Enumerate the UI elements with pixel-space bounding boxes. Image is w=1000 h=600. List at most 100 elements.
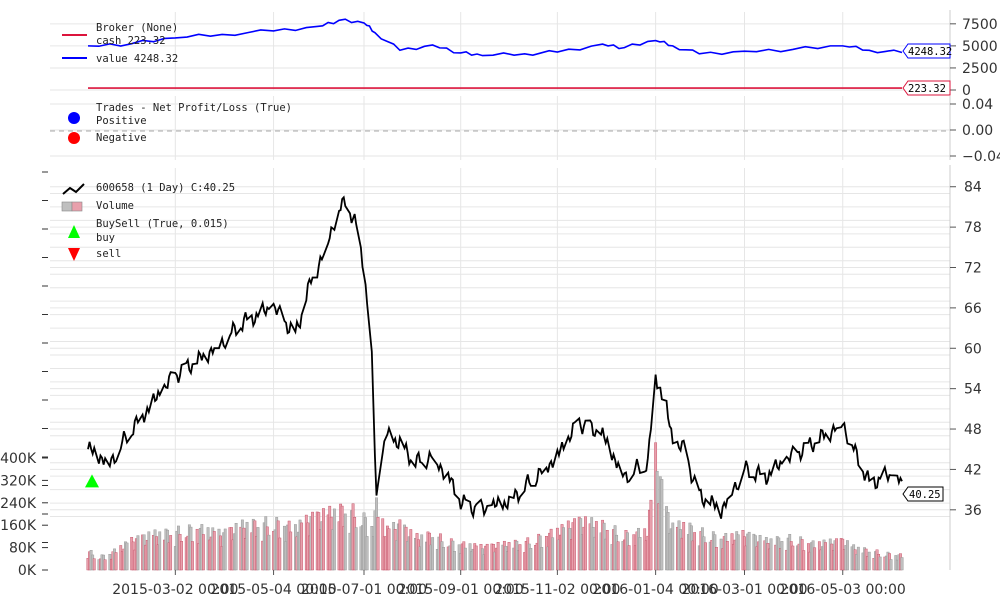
volume-bar: [747, 531, 751, 571]
broker-y-tick-label: 0: [962, 83, 971, 99]
volume-y-tick-label: 240K: [0, 496, 37, 512]
volume-bar: [682, 522, 686, 571]
broker-grid: [50, 12, 950, 91]
volume-bar: [496, 542, 500, 571]
volume-y-tick-label: 400K: [0, 451, 37, 467]
x-tick-label: 2016-03-01 00:00: [681, 582, 807, 598]
volume-bar: [758, 535, 762, 571]
broker-y-ticks: 7500 5000 2500 0: [950, 17, 998, 99]
x-tick-label: 2015-07-01 00:00: [301, 582, 427, 598]
broker-value-tag: 4248.32: [902, 43, 952, 59]
price-legend-swatch: [62, 183, 85, 195]
volume-bar: [551, 537, 555, 571]
price-last-tag: 40.25: [902, 486, 944, 502]
volume-bar: [824, 542, 827, 571]
trades-y-tick-label: −0.04: [962, 149, 1000, 165]
volume-bar: [103, 559, 107, 571]
trades-legend-title: Trades - Net Profit/Loss (True): [96, 102, 292, 114]
volume-bar: [605, 530, 609, 571]
broker-value-line: [87, 18, 903, 57]
price-y-tick-label: 42: [964, 462, 982, 478]
volume-bar: [332, 508, 336, 571]
volume-bar: [562, 527, 566, 571]
positive-legend-dot: [68, 112, 80, 124]
volume-bar: [180, 541, 183, 571]
trades-legend: Trades - Net Profit/Loss (True) Positive…: [68, 102, 292, 144]
volume-legend-swatch: [61, 201, 73, 212]
buy-legend-label: buy: [96, 232, 115, 244]
volume-bar: [169, 535, 173, 571]
volume-bar: [245, 521, 249, 571]
volume-bar: [693, 532, 697, 571]
trades-y-ticks: 0.04 0.00 −0.04: [950, 97, 1000, 165]
x-tick-label: 2016-05-03 00:00: [780, 582, 906, 598]
broker-value-tag-box: [902, 43, 951, 59]
volume-bar: [343, 513, 347, 571]
volume-y-ticks: 400K 320K 240K 160K 80K 0K: [0, 451, 48, 579]
price-legend-label: 600658 (1 Day) C:40.25: [96, 182, 235, 194]
price-legend: 600658 (1 Day) C:40.25 Volume BuySell (T…: [61, 182, 235, 261]
sell-legend-label: sell: [96, 248, 121, 260]
volume-bar: [638, 537, 642, 571]
negative-legend-dot: [68, 132, 80, 144]
volume-bar: [463, 547, 467, 571]
volume-bar: [158, 531, 162, 571]
buy-legend-marker: [68, 225, 80, 238]
volume-bar: [485, 543, 489, 571]
buysell-legend-title: BuySell (True, 0.015): [96, 218, 229, 230]
x-tick-label: 2015-11-02 00:00: [494, 582, 620, 598]
price-last-tag-box: [902, 486, 944, 502]
volume-bar: [420, 534, 424, 571]
price-y-ticks: 84 78 72 66 60 54 48 42 36: [950, 180, 982, 519]
price-y-tick-label: 54: [964, 382, 982, 398]
volume-bar: [212, 531, 216, 571]
broker-legend: Broker (None) cash 223.32 value 4248.32: [62, 22, 178, 65]
volume-bar: [223, 528, 227, 571]
broker-cash-legend-label: cash 223.32: [96, 35, 166, 47]
buy-marker: [85, 474, 99, 488]
price-y-tick-label: 84: [964, 180, 982, 196]
price-last-tag-text: 40.25: [909, 489, 941, 501]
left-minor-ticks: [42, 171, 48, 543]
volume-bar: [365, 536, 369, 571]
volume-bars: [86, 442, 904, 571]
volume-bar: [846, 540, 849, 571]
broker-cash-tag-text: 223.32: [908, 83, 946, 95]
volume-legend-swatch-2: [71, 201, 83, 212]
volume-bar: [453, 551, 456, 571]
trades-y-tick-label: 0.04: [962, 97, 993, 113]
volume-bar: [813, 547, 817, 571]
price-y-tick-label: 72: [964, 261, 982, 277]
volume-bar: [92, 558, 96, 571]
volume-bar: [889, 559, 893, 571]
volume-bar: [311, 511, 314, 571]
buy-markers: [85, 474, 99, 488]
price-y-tick-label: 48: [964, 422, 982, 438]
volume-bar: [725, 541, 729, 571]
volume-bar: [802, 550, 806, 571]
volume-bar: [660, 479, 664, 571]
x-tick-label: 2016-01-04 00:00: [593, 582, 719, 598]
volume-bar: [649, 499, 653, 571]
x-tick-label: 2015-09-01 00:00: [398, 582, 524, 598]
volume-bar: [191, 541, 194, 571]
volume-bar: [289, 531, 293, 571]
volume-bar: [147, 531, 151, 571]
volume-y-tick-label: 160K: [0, 518, 37, 534]
volume-bar: [507, 542, 511, 571]
price-line: [87, 195, 903, 520]
price-grid: [50, 168, 950, 570]
broker-cash-tag: 223.32: [902, 80, 951, 96]
volume-bar: [409, 529, 413, 571]
volume-bar: [278, 537, 282, 571]
trades-panel: 0.04 0.00 −0.04 Trades - Net Profit/Loss (…: [50, 96, 1000, 165]
volume-bar: [780, 541, 784, 571]
volume-y-tick-label: 80K: [9, 541, 37, 557]
volume-bar: [627, 545, 631, 571]
volume-bar: [322, 508, 325, 571]
volume-bar: [376, 516, 380, 571]
volume-bar: [856, 546, 860, 571]
volume-bar: [300, 522, 304, 571]
price-panel: 84 78 72 66 60 54 48 42 36 400K 320K 240K 160K 80K 0K…: [0, 165, 982, 579]
